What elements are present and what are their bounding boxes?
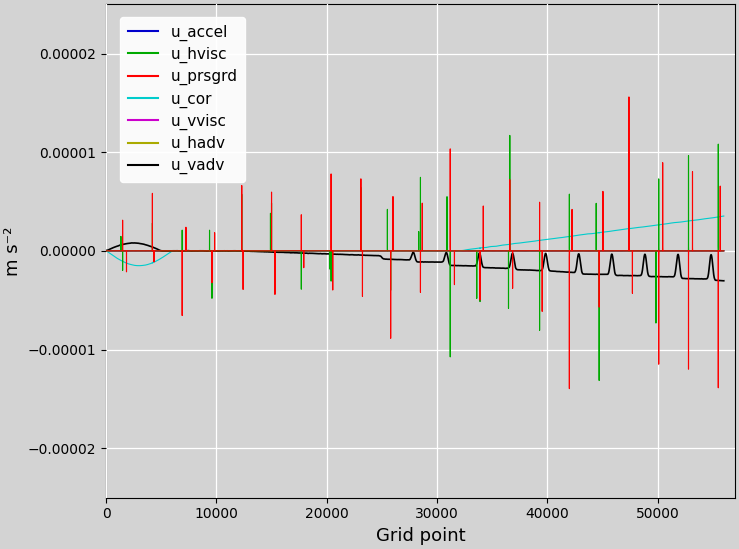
u_vadv bbox=[633, 248, 641, 254]
u_hadv bbox=[334, 248, 343, 254]
u_vadv bbox=[102, 248, 111, 254]
u_hadv bbox=[620, 248, 629, 254]
Line: u_vadv: u_vadv bbox=[106, 97, 723, 389]
u_vvisc bbox=[102, 247, 111, 254]
u_vadv bbox=[197, 248, 205, 254]
u_hvisc bbox=[197, 248, 205, 254]
u_cor bbox=[134, 262, 143, 269]
u_cor bbox=[409, 248, 418, 254]
u_hadv bbox=[633, 248, 641, 254]
u_hadv bbox=[595, 377, 604, 384]
u_prsgrd bbox=[409, 248, 418, 254]
u_vvisc bbox=[355, 252, 364, 259]
u_vadv bbox=[620, 248, 629, 254]
u_hvisc bbox=[355, 248, 364, 254]
u_prsgrd bbox=[620, 248, 629, 254]
u_accel bbox=[154, 248, 163, 254]
u_cor bbox=[633, 225, 641, 231]
u_accel bbox=[633, 248, 641, 254]
u_hadv bbox=[102, 248, 111, 254]
u_hadv bbox=[197, 248, 205, 254]
u_prsgrd bbox=[197, 248, 205, 254]
u_vadv bbox=[355, 248, 364, 254]
u_vvisc bbox=[334, 251, 343, 257]
u_prsgrd bbox=[567, 248, 576, 254]
u_accel bbox=[334, 248, 343, 254]
u_hvisc bbox=[517, 248, 526, 254]
u_hadv bbox=[355, 248, 364, 254]
Y-axis label: m s⁻²: m s⁻² bbox=[4, 226, 22, 276]
u_accel bbox=[197, 248, 205, 254]
u_prsgrd bbox=[355, 248, 364, 254]
u_accel bbox=[620, 248, 629, 254]
u_cor bbox=[719, 213, 728, 220]
u_hvisc bbox=[409, 248, 418, 254]
u_prsgrd bbox=[334, 248, 343, 254]
u_hvisc bbox=[102, 248, 111, 254]
u_vvisc bbox=[718, 278, 727, 284]
u_accel bbox=[409, 248, 418, 254]
u_hvisc bbox=[334, 248, 343, 254]
u_hadv bbox=[719, 248, 728, 254]
u_hvisc bbox=[620, 248, 629, 254]
u_cor bbox=[620, 226, 629, 233]
u_vvisc bbox=[197, 248, 205, 254]
Line: u_hadv: u_hadv bbox=[106, 136, 723, 380]
u_prsgrd bbox=[119, 248, 128, 254]
u_vadv bbox=[624, 94, 633, 100]
u_vvisc bbox=[633, 272, 641, 279]
u_vadv bbox=[565, 385, 573, 392]
u_vadv bbox=[409, 248, 418, 254]
u_cor bbox=[102, 248, 111, 254]
u_prsgrd bbox=[633, 248, 641, 254]
u_vadv bbox=[719, 248, 728, 254]
u_hvisc bbox=[719, 248, 728, 254]
Legend: u_accel, u_hvisc, u_prsgrd, u_cor, u_vvisc, u_hadv, u_vadv: u_accel, u_hvisc, u_prsgrd, u_cor, u_vvi… bbox=[120, 16, 245, 182]
u_vvisc bbox=[719, 277, 728, 284]
u_accel bbox=[355, 248, 364, 254]
Line: u_vvisc: u_vvisc bbox=[106, 243, 723, 281]
u_vvisc bbox=[620, 272, 629, 279]
u_vvisc bbox=[409, 250, 418, 257]
u_hvisc bbox=[695, 248, 704, 254]
u_prsgrd bbox=[102, 248, 111, 254]
X-axis label: Grid point: Grid point bbox=[375, 527, 466, 545]
u_cor bbox=[334, 248, 343, 254]
Line: u_cor: u_cor bbox=[106, 216, 723, 266]
u_cor bbox=[197, 248, 205, 254]
u_prsgrd bbox=[719, 248, 728, 254]
u_cor bbox=[355, 248, 364, 254]
u_hadv bbox=[409, 248, 418, 254]
u_accel bbox=[102, 248, 111, 254]
u_hvisc bbox=[633, 248, 641, 254]
u_vvisc bbox=[130, 239, 139, 246]
u_hadv bbox=[505, 132, 514, 139]
u_accel bbox=[719, 248, 728, 254]
u_vadv bbox=[334, 248, 343, 254]
